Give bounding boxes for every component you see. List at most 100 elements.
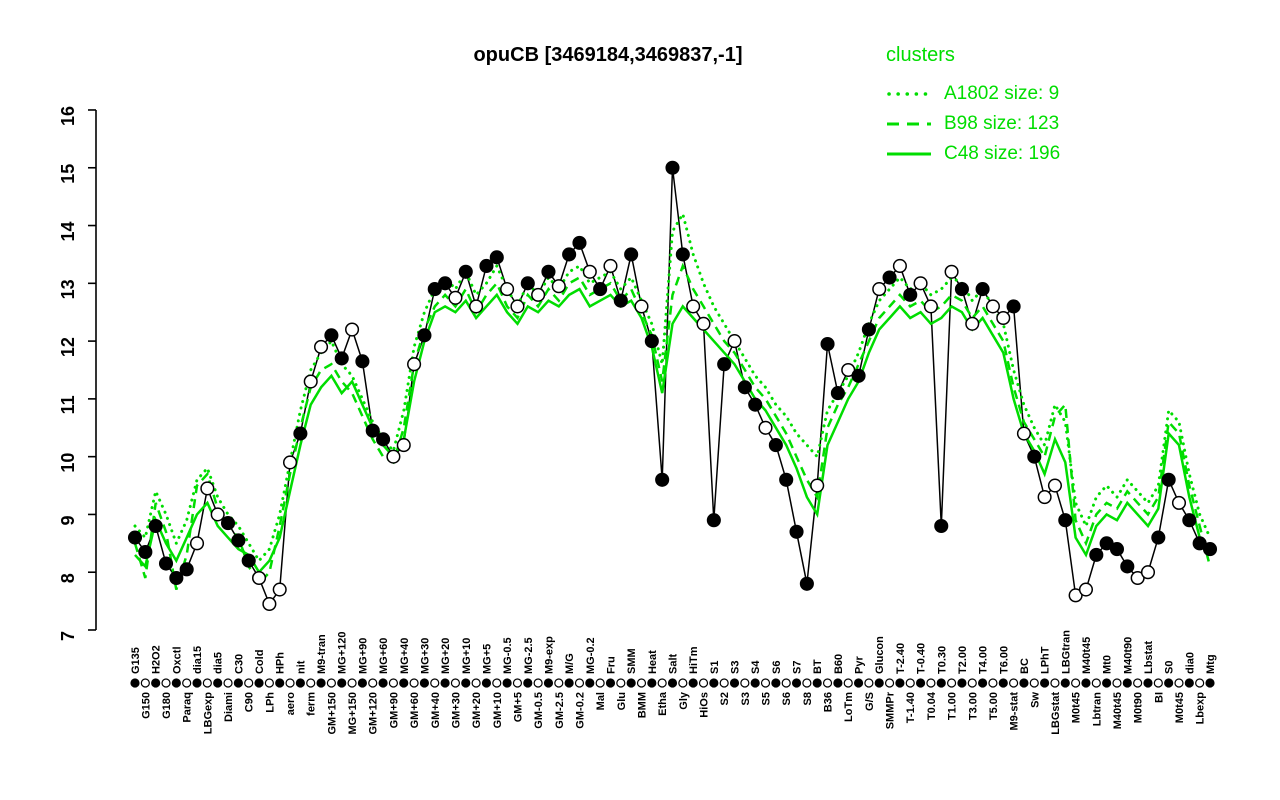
y-axis: 7 8 9 10 11 12 13 14 15 16 [58,106,97,641]
dotted-line-icon [887,92,931,96]
gene-point [1109,542,1125,557]
plot-title: opuCB [3469184,3469837,-1] [473,44,743,66]
gene-point [1140,565,1156,580]
gene-point [768,438,783,453]
x-tick-label: M40t45 [1112,692,1124,729]
x-tick-label: LBGtran [1060,630,1072,674]
x-tick-label: Sw [1029,692,1041,708]
gene-point [407,357,422,372]
x-condition-marker [1143,678,1153,688]
x-tick-label: T4.00 [978,646,990,674]
x-tick-label: MG-0.2 [585,637,597,674]
x-condition-marker [957,678,967,688]
y-tick-label: 13 [58,279,78,299]
gene-point [520,276,535,291]
x-condition-marker [636,678,647,688]
x-tick-label: Fru [605,656,617,674]
gene-point [231,533,246,548]
x-condition-marker [791,678,802,688]
gene-point [748,397,763,412]
x-condition-marker [1122,678,1132,688]
x-condition-marker [1009,678,1019,688]
x-condition-marker [388,678,399,688]
x-condition-marker [1060,678,1070,688]
gene-point [562,247,577,262]
x-tick-label: Heat [647,650,659,674]
x-tick-label: M9-tran [316,634,328,674]
x-condition-marker [512,678,523,688]
gene-point [810,478,825,493]
gene-point [1182,513,1197,528]
gene-point [345,322,360,337]
x-tick-label: T3.00 [967,692,979,720]
gene-point [251,570,267,586]
x-condition-marker [853,678,864,688]
gene-point [148,518,163,534]
x-tick-label: Salt [668,653,680,674]
x-condition-marker [729,678,740,688]
x-tick-label: GM+10 [492,692,504,728]
x-tick-label: GM+30 [450,692,462,728]
x-condition-marker [967,678,977,688]
series-line-C48 [134,287,1212,575]
x-condition-marker [833,678,843,688]
x-tick-label: M9-exp [543,636,555,674]
x-condition-marker [440,678,450,688]
gene-point [1202,542,1218,557]
legend-entry-c48: C48 size: 196 [886,139,1060,169]
x-condition-marker [864,678,874,688]
x-tick-label: Cold [254,650,266,674]
x-tick-label: MG+10 [461,638,473,674]
x-condition-marker [760,678,771,688]
solid-line-icon [887,152,931,156]
x-tick-label: S3 [730,661,742,674]
gene-point [386,449,401,464]
x-tick-label: H2O2 [151,645,163,674]
x-condition-marker [223,678,233,688]
x-tick-label: LPh [264,692,276,713]
legend-entry-label: A1802 size: 9 [944,83,1060,104]
x-tick-label: GM+150 [326,692,338,735]
x-condition-marker [1050,678,1060,688]
gene-point [996,310,1011,326]
gene-point [613,293,628,308]
x-tick-label: M9-stat [1009,692,1021,731]
x-condition-marker [254,678,264,688]
gene-point [737,380,752,395]
x-tick-label: LPhT [1040,646,1052,674]
x-condition-marker [946,678,957,688]
x-condition-marker [161,678,171,688]
gene-point [189,536,205,551]
gene-point [572,235,587,250]
x-tick-label: S3 [740,692,752,705]
x-condition-marker [709,678,719,688]
x-tick-label: LoTm [843,692,855,722]
gene-point [262,596,277,612]
x-tick-label: M0t90 [1133,692,1145,723]
gene-point [158,556,174,571]
x-tick-label: M40t45 [1081,637,1093,674]
gene-point [541,264,556,279]
x-tick-label: MG+90 [357,638,369,674]
gene-point [820,336,835,352]
gene-point [975,282,990,297]
x-tick-label: B36 [823,692,835,712]
x-condition-marker [295,678,305,688]
x-tick-label: BT [812,659,824,674]
gene-point [1006,299,1021,314]
x-tick-label: Oxctl [171,646,183,674]
x-condition-marker [657,678,667,688]
x-condition-marker [998,678,1008,688]
x-condition-marker [905,678,915,688]
gene-point [644,334,659,349]
x-condition-marker [1029,678,1039,688]
gene-point [1047,478,1063,493]
legend-entry-b98: B98 size: 123 [886,109,1060,139]
x-condition-marker [667,678,678,688]
gene-point [314,339,329,354]
x-tick-label: S5 [761,692,773,705]
x-tick-label: GM+60 [409,692,421,728]
x-condition-marker [233,678,243,688]
x-condition-marker [812,678,822,688]
x-condition-marker [543,678,554,688]
